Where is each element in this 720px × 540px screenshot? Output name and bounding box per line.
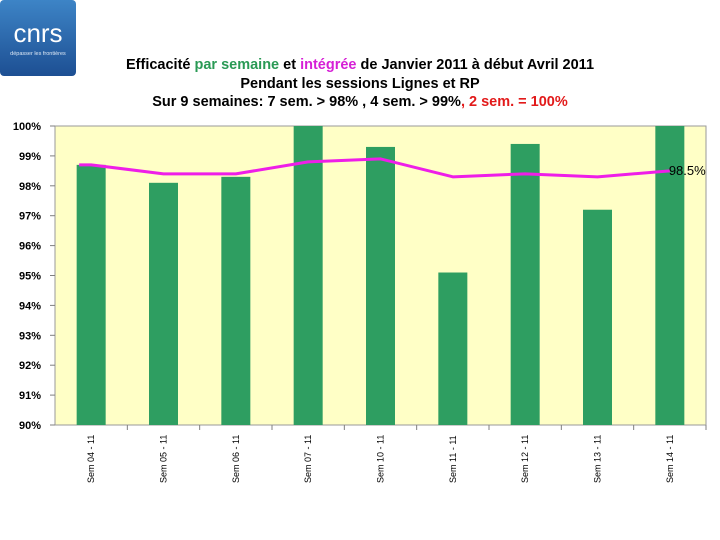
x-tick-label: Sem 04 - 11 — [86, 435, 96, 483]
y-tick-label: 99% — [19, 151, 41, 163]
bar — [149, 182, 178, 425]
bar — [655, 126, 685, 425]
logo-tagline: dépasser les frontières — [10, 51, 66, 57]
logo-wordmark: cnrs — [13, 18, 62, 48]
x-tick-label: Sem 05 - 11 — [159, 435, 169, 483]
x-tick-label: Sem 07 - 11 — [303, 435, 313, 483]
y-tick-label: 98% — [19, 181, 41, 193]
x-tick-label: Sem 11 - 11 — [448, 435, 458, 483]
y-tick-label: 97% — [19, 211, 41, 223]
y-tick-label: 95% — [19, 271, 41, 283]
y-tick-label: 93% — [19, 330, 41, 342]
y-tick-label: 92% — [19, 360, 41, 372]
x-tick-label: Sem 14 - 11 — [665, 435, 675, 483]
chart-title-line-1: Efficacité par semaine et intégrée de Ja… — [125, 57, 595, 73]
y-tick-label: 96% — [19, 241, 41, 253]
integrated-line — [79, 157, 670, 179]
bar — [366, 146, 395, 425]
y-tick-label: 90% — [19, 420, 41, 432]
y-tick-label: 100% — [13, 121, 41, 133]
chart-title-line-3: Sur 9 semaines: 7 sem. > 98% , 4 sem. > … — [152, 94, 568, 110]
bar — [221, 176, 251, 425]
cnrs-logo: cnrs dépasser les frontières — [0, 0, 76, 76]
bar — [583, 209, 612, 425]
x-tick-label: Sem 13 - 11 — [593, 435, 603, 483]
bar — [76, 164, 106, 425]
x-tick-label: Sem 12 - 11 — [520, 435, 530, 483]
y-tick-label: 91% — [19, 390, 41, 402]
line-end-label: 98.5% — [669, 163, 706, 178]
y-tick-label: 94% — [19, 300, 41, 312]
x-tick-label: Sem 10 - 11 — [376, 435, 386, 483]
bar — [510, 143, 540, 425]
bar — [438, 272, 468, 425]
chart-title-line-2: Pendant les sessions Lignes et RP — [240, 76, 480, 92]
x-tick-label: Sem 06 - 11 — [231, 435, 241, 483]
bar — [293, 126, 323, 425]
